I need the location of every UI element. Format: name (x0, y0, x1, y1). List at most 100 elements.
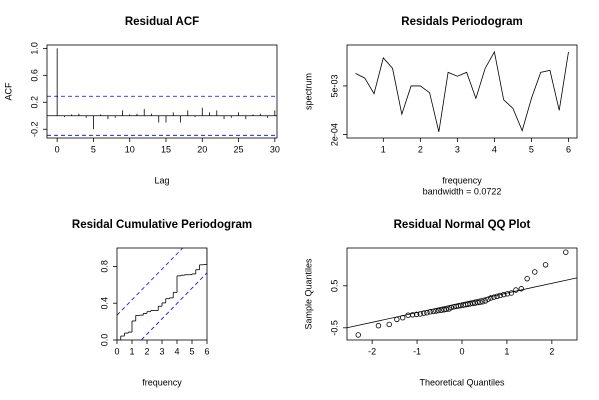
y-tick-label: 0.2 (29, 96, 39, 109)
qq-point (472, 300, 478, 306)
qq-point (409, 312, 416, 318)
x-tick-label: 2 (144, 346, 149, 356)
qq-point (542, 262, 549, 268)
y-tick-label: 0.4 (99, 297, 109, 310)
qq-point (441, 307, 447, 313)
qq-point (497, 292, 503, 299)
x-tick-label: -1 (413, 346, 421, 356)
panel-title: Residals Periodogram (401, 16, 522, 28)
x-tick-label: 30 (270, 144, 280, 154)
x-tick-label: 4 (174, 346, 179, 356)
confidence-line (140, 272, 207, 340)
y-tick-label: 1.0 (29, 42, 39, 55)
qq-point (355, 332, 361, 338)
panel-title: Residual ACF (125, 16, 199, 28)
qq-point (508, 290, 515, 296)
x-tick-label: 6 (566, 144, 571, 154)
qq-point (421, 310, 427, 316)
y-tick-label: -0.2 (29, 121, 39, 137)
plot-area (355, 50, 569, 132)
x-tick-label: 3 (159, 346, 164, 356)
x-axis-label: Theoretical Quantiles (419, 377, 505, 387)
qq-point (455, 303, 462, 309)
qq-point (479, 299, 486, 305)
qq-point (433, 308, 439, 314)
plot-frame (346, 44, 578, 139)
qq-point (424, 309, 430, 316)
x-tick-label: -2 (368, 346, 376, 356)
qq-point (491, 294, 497, 300)
qq-point (494, 293, 500, 300)
qq-point (417, 311, 423, 317)
qq-point (400, 315, 406, 321)
qq-point (501, 291, 507, 298)
qq-point (518, 286, 524, 292)
qq-point (524, 275, 530, 282)
y-axis-label: ACF (3, 82, 13, 101)
y-tick-label: 0.8 (99, 260, 109, 273)
y-tick-label: 2e-04 (329, 123, 339, 146)
qq-point (386, 321, 392, 328)
y-tick-label: 5e-03 (329, 74, 339, 97)
qq-point (485, 296, 491, 302)
x-tick-label: 10 (125, 144, 135, 154)
x-axis-label: frequency (142, 377, 182, 387)
qq-point (413, 311, 420, 318)
x-tick-label: 4 (492, 144, 497, 154)
qq-point (448, 304, 454, 311)
x-tick-label: 2 (418, 144, 423, 154)
panel-title: Residual Normal QQ Plot (394, 219, 531, 231)
x-tick-label: 15 (161, 144, 171, 154)
y-tick-label: -0.5 (329, 320, 339, 336)
qq-point (375, 323, 382, 329)
qq-point (465, 301, 471, 307)
plot-area (347, 249, 577, 338)
x-tick-label: 2 (549, 346, 554, 356)
qq-point (470, 300, 476, 307)
qq-point (443, 306, 449, 313)
y-tick-label: 0.0 (99, 334, 109, 347)
x-tick-label: 5 (91, 144, 96, 154)
qq-point (430, 308, 436, 315)
confidence-line (117, 248, 184, 316)
qq-point (477, 299, 483, 305)
x-tick-label: 0 (459, 346, 464, 356)
x-tick-label: 0 (114, 346, 119, 356)
y-axis-label: Sample Quantiles (303, 258, 313, 330)
qq-point (513, 287, 519, 293)
x-tick-label: 5 (189, 346, 194, 356)
plot-area (117, 248, 207, 340)
qq-point (435, 307, 442, 314)
plot-frame (46, 44, 278, 139)
y-axis-label: spectrum (303, 73, 313, 110)
x-tick-label: 3 (455, 144, 460, 154)
x-tick-label: 1 (504, 346, 509, 356)
qq-point (394, 316, 400, 323)
y-tick-label: 0.6 (29, 69, 39, 82)
qq-point (438, 307, 445, 313)
qq-point (427, 309, 433, 315)
panel-title: Residal Cumulative Periodogram (72, 219, 252, 231)
qq-point (482, 298, 489, 304)
plot-area (47, 48, 277, 136)
qq-point (475, 299, 481, 306)
x-tick-label: 1 (381, 144, 386, 154)
y-tick-label: 0.5 (329, 280, 339, 293)
spectrum-line (355, 50, 569, 132)
x-tick-label: 25 (234, 144, 244, 154)
qq-point (563, 249, 569, 255)
qq-point (457, 302, 464, 309)
qq-point (488, 295, 494, 301)
qq-point (532, 269, 538, 275)
x-tick-label: 6 (204, 346, 209, 356)
x-tick-label: 0 (55, 144, 60, 154)
qq-point (504, 291, 511, 297)
x-axis-label: frequency (442, 175, 482, 185)
subtitle: bandwidth = 0.0722 (423, 186, 502, 196)
x-tick-label: 1 (129, 346, 134, 356)
x-axis-label: Lag (154, 175, 169, 185)
qq-point (467, 301, 473, 307)
x-tick-label: 20 (197, 144, 207, 154)
